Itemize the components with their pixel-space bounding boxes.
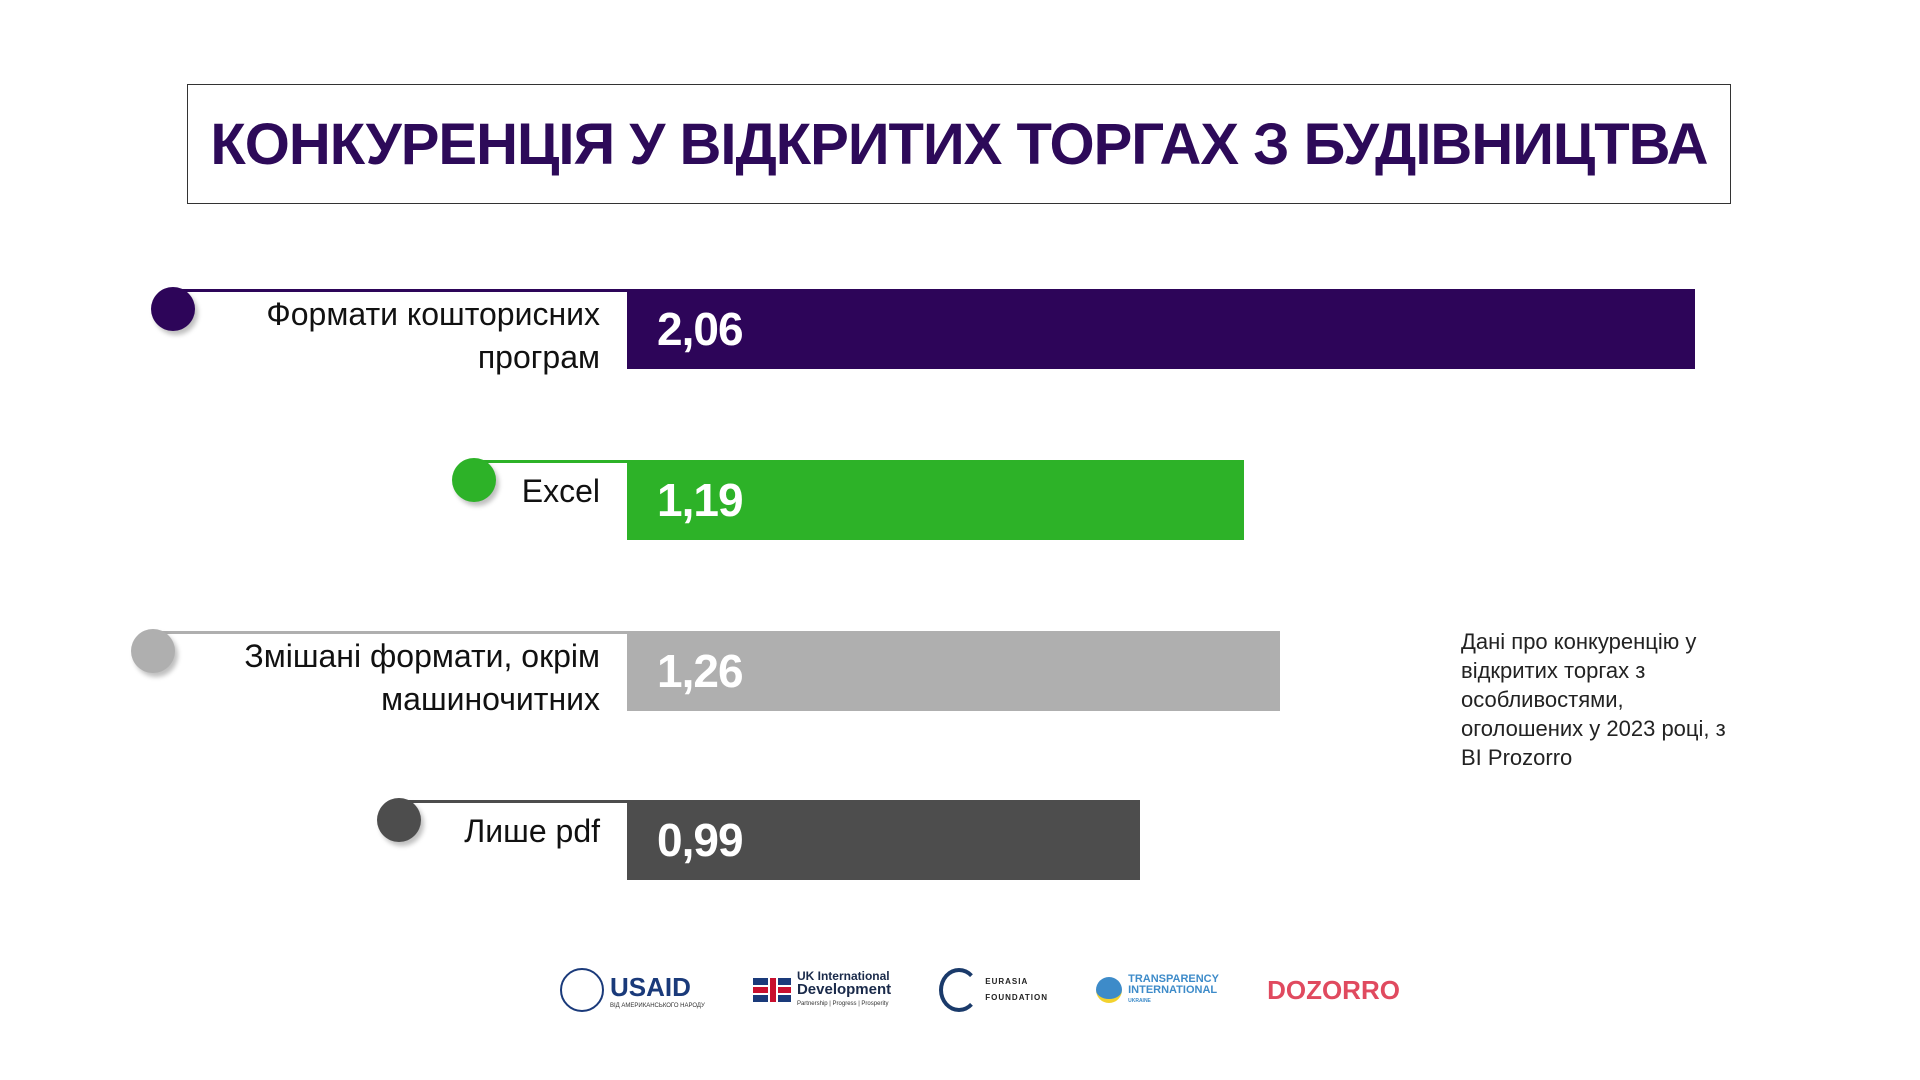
legend-dot bbox=[131, 629, 175, 673]
usaid-seal-icon bbox=[560, 968, 604, 1012]
bar-label-line: Лише pdf bbox=[464, 813, 600, 849]
bar-label: Формати кошторисних програм bbox=[266, 293, 600, 379]
connector-line bbox=[153, 631, 627, 634]
connector-line bbox=[399, 800, 627, 803]
bar-label-line: Формати кошторисних bbox=[266, 296, 600, 332]
bar: 2,06 bbox=[627, 289, 1695, 369]
source-note: Дані про конкуренцію у відкритих торгах … bbox=[1461, 629, 1726, 770]
legend-dot bbox=[377, 798, 421, 842]
eurasia-foundation-logo: EURASIA FOUNDATION bbox=[939, 968, 1048, 1012]
bar: 1,26 bbox=[627, 631, 1281, 711]
bar: 1,19 bbox=[627, 460, 1244, 540]
union-jack-icon bbox=[752, 978, 791, 1002]
legend-dot bbox=[452, 458, 496, 502]
connector-line bbox=[474, 460, 627, 463]
partner-logos: USAID ВІД АМЕРИКАНСЬКОГО НАРОДУ UK Inter… bbox=[560, 955, 1400, 1025]
eurasia-e-icon bbox=[939, 968, 980, 1012]
bar-value-label: 0,99 bbox=[657, 814, 744, 866]
connector-line bbox=[173, 289, 627, 292]
bar-label: Лише pdf bbox=[464, 810, 600, 853]
legend-dot bbox=[151, 287, 195, 331]
bar-value-label: 2,06 bbox=[657, 303, 744, 355]
dozorro-logo: DOZORRO bbox=[1267, 974, 1400, 1005]
bar-label-line: Змішані формати, окрім bbox=[244, 638, 600, 674]
transparency-international-logo: TRANSPARENCY INTERNATIONAL UKRAINE bbox=[1096, 973, 1219, 1007]
bar-label: Excel bbox=[522, 470, 600, 513]
bar-value-label: 1,26 bbox=[657, 645, 744, 697]
bar-value-label: 1,19 bbox=[657, 474, 744, 526]
bar-label-line: програм bbox=[477, 339, 600, 375]
bar: 0,99 bbox=[627, 800, 1141, 880]
usaid-logo: USAID ВІД АМЕРИКАНСЬКОГО НАРОДУ bbox=[560, 968, 705, 1012]
bar-label-line: Excel bbox=[521, 473, 600, 509]
uk-international-development-logo: UK International Development Partnership… bbox=[752, 969, 891, 1011]
chart-title: КОНКУРЕНЦІЯ У ВІДКРИТИХ ТОРГАХ З БУДІВНИ… bbox=[210, 111, 1708, 177]
title-box: КОНКУРЕНЦІЯ У ВІДКРИТИХ ТОРГАХ З БУДІВНИ… bbox=[187, 84, 1731, 204]
bar-label: Змішані формати, окрім машиночитних bbox=[244, 635, 600, 721]
bar-label-line: машиночитних bbox=[381, 681, 600, 717]
ti-globe-icon bbox=[1096, 977, 1123, 1003]
